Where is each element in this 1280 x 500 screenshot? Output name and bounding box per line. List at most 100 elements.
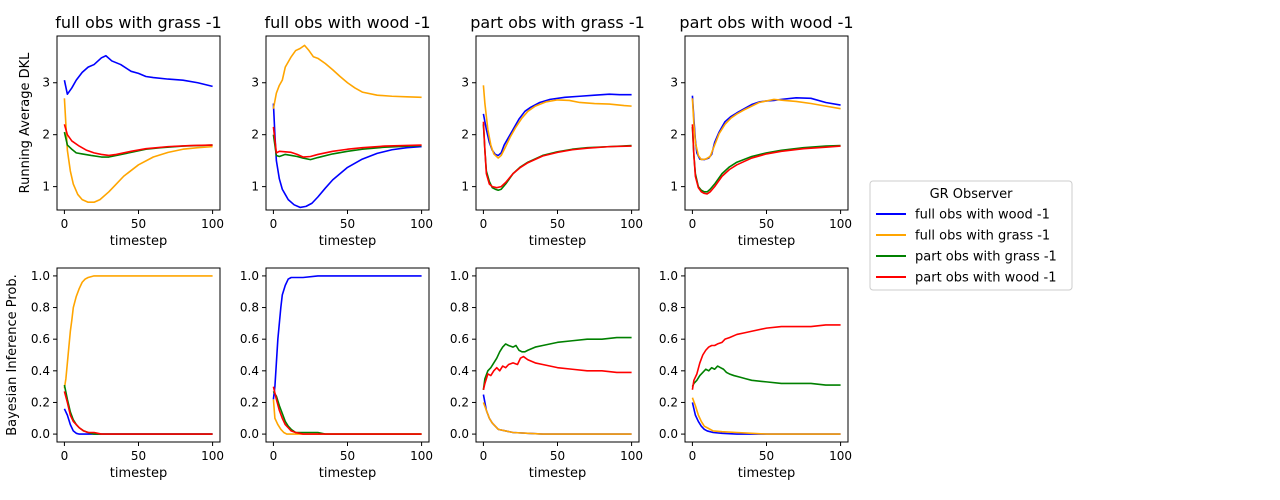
y-tick-label: 0.4	[450, 364, 469, 378]
axes-frame	[56, 267, 221, 443]
y-tick-label: 0.6	[659, 332, 678, 346]
x-tick-label: 50	[550, 217, 565, 231]
y-tick-label: 1.0	[240, 269, 259, 283]
x-tick-label: 0	[480, 217, 488, 231]
x-tick-label: 100	[201, 217, 224, 231]
subplot-4: 0 50 100 1 2 3 timestep part obs with wood -1	[670, 13, 853, 249]
series-line-2	[272, 44, 422, 109]
x-tick-label: 50	[759, 217, 774, 231]
y-tick-label: 0.2	[450, 395, 469, 409]
y-axis-label: Running Average DKL	[18, 52, 33, 193]
series-line-2	[482, 85, 632, 159]
y-tick-label: 1	[461, 180, 469, 194]
y-tick-label: 0.8	[450, 301, 469, 315]
y-tick-label: 1.0	[659, 269, 678, 283]
x-tick-label: 100	[201, 449, 224, 463]
y-tick-label: 0.8	[31, 301, 50, 315]
series-line-1	[272, 275, 422, 400]
x-tick-label: 100	[829, 217, 852, 231]
subplot-title: full obs with wood -1	[264, 13, 430, 32]
y-tick-label: 0.8	[240, 301, 259, 315]
subplot-8: 0 50 100 0.0 0.2 0.4 0.6 0.8 1.0 timestep	[659, 267, 852, 481]
axes-frame	[475, 35, 640, 211]
series-line-2	[63, 275, 213, 389]
x-axis-label: timestep	[110, 234, 168, 249]
legend-box	[869, 180, 1073, 291]
y-tick-label: 2	[42, 128, 50, 142]
series-line-4	[482, 355, 632, 390]
x-tick-label: 100	[410, 217, 433, 231]
y-tick-label: 0.4	[240, 364, 259, 378]
x-axis-label: timestep	[110, 466, 168, 481]
x-axis-label: timestep	[529, 234, 587, 249]
y-tick-label: 3	[461, 76, 469, 90]
y-tick-label: 0.0	[31, 427, 50, 441]
series-line-1	[63, 408, 213, 435]
y-tick-label: 2	[670, 128, 678, 142]
series-line-4	[63, 124, 213, 157]
series-line-2	[691, 397, 841, 435]
y-tick-label: 1	[251, 180, 259, 194]
axes-frame	[265, 35, 430, 211]
y-tick-label: 3	[42, 76, 50, 90]
y-tick-label: 3	[670, 76, 678, 90]
subplot-6: 0 50 100 0.0 0.2 0.4 0.6 0.8 1.0 timestep	[240, 267, 433, 481]
y-tick-label: 0.0	[240, 427, 259, 441]
subplot-7: 0 50 100 0.0 0.2 0.4 0.6 0.8 1.0 timestep	[450, 267, 643, 481]
y-tick-label: 0.4	[31, 364, 50, 378]
series-line-1	[63, 54, 213, 95]
series-line-3	[272, 390, 422, 435]
series-line-4	[691, 124, 841, 195]
y-tick-label: 1	[42, 180, 50, 194]
y-tick-label: 0.4	[659, 364, 678, 378]
y-tick-label: 0.8	[659, 301, 678, 315]
x-tick-label: 0	[270, 217, 278, 231]
x-tick-label: 0	[689, 449, 697, 463]
subplot-title: part obs with grass -1	[470, 13, 645, 32]
y-tick-label: 0.2	[240, 395, 259, 409]
series-line-4	[482, 121, 632, 189]
series-line-2	[482, 402, 632, 435]
series-line-1	[691, 402, 841, 435]
x-tick-label: 100	[620, 449, 643, 463]
series-line-3	[482, 124, 632, 192]
series-line-2	[691, 98, 841, 161]
series-line-1	[272, 103, 422, 209]
y-tick-label: 1.0	[450, 269, 469, 283]
x-tick-label: 100	[410, 449, 433, 463]
subplot-3: 0 50 100 1 2 3 timestep part obs with grass -1	[461, 13, 644, 249]
y-tick-label: 0.6	[240, 332, 259, 346]
series-line-4	[63, 391, 213, 435]
x-tick-label: 0	[689, 217, 697, 231]
series-line-4	[272, 386, 422, 435]
subplot-5: 0 50 100 0.0 0.2 0.4 0.6 0.8 1.0 timestep	[31, 267, 224, 481]
subplot-2: 0 50 100 1 2 3 timestep full obs with wood -1	[251, 13, 433, 249]
y-tick-label: 0.6	[31, 332, 50, 346]
series-line-1	[482, 394, 632, 435]
subplot-title: full obs with grass -1	[55, 13, 221, 32]
series-line-3	[691, 126, 841, 193]
x-tick-label: 50	[131, 217, 146, 231]
series-line-4	[691, 324, 841, 390]
series-line-2	[63, 98, 213, 204]
y-tick-label: 1.0	[31, 269, 50, 283]
series-line-3	[482, 336, 632, 390]
legend-title: GR Observer	[930, 187, 1014, 202]
subplot-title: part obs with wood -1	[679, 13, 853, 32]
x-tick-label: 0	[480, 449, 488, 463]
x-tick-label: 0	[61, 217, 69, 231]
series-line-3	[691, 365, 841, 387]
series-line-2	[272, 399, 422, 435]
y-tick-label: 3	[251, 76, 259, 90]
axes-frame	[684, 35, 849, 211]
x-axis-label: timestep	[319, 466, 377, 481]
x-tick-label: 50	[550, 449, 565, 463]
x-tick-label: 0	[61, 449, 69, 463]
legend-entry: full obs with grass -1	[915, 229, 1050, 244]
legend-entry: full obs with wood -1	[915, 208, 1050, 223]
axes-frame	[684, 267, 849, 443]
series-line-3	[63, 384, 213, 435]
subplot-1: 0 50 100 1 2 3 timestep full obs with grass -1	[42, 13, 224, 249]
y-tick-label: 0.0	[659, 427, 678, 441]
